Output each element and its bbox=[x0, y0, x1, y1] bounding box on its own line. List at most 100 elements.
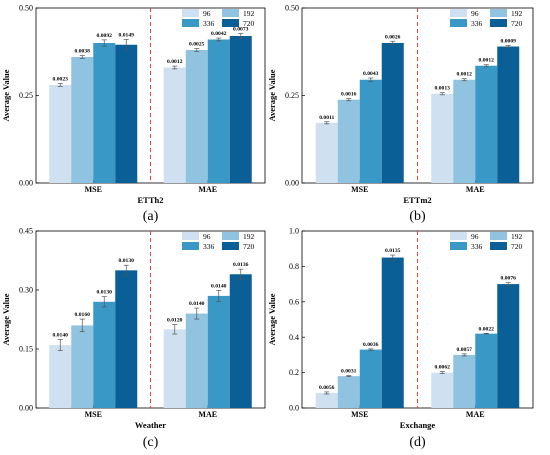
x-tick-label: MSE bbox=[85, 185, 102, 194]
legend-label-192: 192 bbox=[511, 232, 523, 241]
bar-value-label: 0.0038 bbox=[75, 49, 91, 55]
legend-swatch-336 bbox=[450, 242, 467, 250]
legend-label-96: 96 bbox=[471, 232, 479, 241]
panel-caption: (c) bbox=[143, 435, 159, 450]
bar-336-mae bbox=[207, 295, 230, 408]
legend-swatch-336 bbox=[450, 19, 467, 27]
legend-label-720: 720 bbox=[511, 242, 523, 251]
bar-value-label: 0.0140 bbox=[189, 301, 205, 307]
panel-caption: (d) bbox=[409, 435, 426, 450]
bar-336-mae bbox=[207, 39, 230, 183]
bar-720-mse bbox=[381, 43, 404, 183]
x-tick-label: MAE bbox=[198, 410, 217, 419]
legend-swatch-192 bbox=[222, 232, 239, 240]
bar-96-mae bbox=[163, 67, 186, 183]
bar-192-mse bbox=[71, 325, 94, 408]
y-tick-label: 0.00 bbox=[285, 179, 299, 188]
y-axis-label: Average Value bbox=[1, 293, 11, 345]
bar-value-label: 0.0076 bbox=[501, 276, 517, 282]
legend-label-96: 96 bbox=[203, 232, 211, 241]
bar-336-mse bbox=[93, 301, 116, 408]
y-axis-label: Average Value bbox=[267, 293, 277, 345]
y-tick-label: 0.00 bbox=[19, 179, 33, 188]
legend: 96 192 336 720 bbox=[450, 9, 523, 28]
bar-value-label: 0.0073 bbox=[233, 27, 249, 33]
legend-swatch-192 bbox=[222, 9, 239, 17]
chart-panel-3: 0.00 0.15 0.30 0.45 Average Value Weather (c) M… bbox=[1, 227, 266, 450]
legend: 96 192 336 720 bbox=[182, 9, 255, 28]
legend-swatch-192 bbox=[490, 232, 507, 240]
bar-value-label: 0.0023 bbox=[53, 77, 69, 83]
bar-value-label: 0.0140 bbox=[211, 283, 227, 289]
bar-192-mse bbox=[71, 57, 94, 183]
legend-label-336: 336 bbox=[203, 19, 215, 28]
bar-value-label: 0.0130 bbox=[97, 290, 113, 296]
x-tick-label: MSE bbox=[85, 410, 102, 419]
chart-panel-1: 0.00 0.25 0.50 Average Value ETTh2 (a) MSE 0.00… bbox=[1, 4, 266, 224]
bar-value-label: 0.0011 bbox=[319, 115, 334, 121]
y-tick-label: 0.30 bbox=[19, 286, 33, 295]
legend-swatch-96 bbox=[450, 232, 467, 240]
legend-swatch-336 bbox=[182, 19, 199, 27]
bar-96-mse bbox=[49, 345, 72, 408]
legend: 96 192 336 720 bbox=[450, 232, 523, 251]
bar-value-label: 0.0022 bbox=[479, 326, 495, 332]
legend-swatch-720 bbox=[222, 19, 239, 27]
legend-swatch-720 bbox=[222, 242, 239, 250]
bar-192-mse bbox=[337, 376, 360, 408]
bar-96-mse bbox=[49, 85, 72, 183]
bar-720-mae bbox=[229, 36, 252, 183]
bar-value-label: 0.0149 bbox=[119, 33, 135, 39]
y-tick-label: 0.4 bbox=[289, 333, 299, 342]
x-axis-label: ETTm2 bbox=[403, 195, 431, 205]
bar-192-mae bbox=[453, 79, 476, 183]
y-axis-label: Average Value bbox=[267, 69, 277, 121]
bar-value-label: 0.0009 bbox=[501, 38, 517, 44]
legend-label-192: 192 bbox=[511, 9, 523, 18]
bar-value-label: 0.0012 bbox=[457, 72, 473, 78]
x-tick-label: MSE bbox=[351, 185, 368, 194]
bar-96-mse bbox=[315, 122, 338, 183]
chart-panel-4: 0.0 0.2 0.4 0.6 0.8 1.0 Average Value Exchange (… bbox=[267, 227, 534, 450]
chart-panel-2: 0.00 0.25 0.50 Average Value ETTm2 (b) MSE 0.00… bbox=[267, 4, 534, 224]
y-tick-label: 0.25 bbox=[285, 91, 299, 100]
bar-192-mae bbox=[453, 354, 476, 408]
bar-336-mae bbox=[475, 333, 498, 408]
bar-720-mae bbox=[497, 284, 520, 408]
bar-value-label: 0.0056 bbox=[319, 385, 335, 391]
legend: 96 192 336 720 bbox=[182, 232, 255, 251]
legend-label-192: 192 bbox=[243, 232, 255, 241]
bar-336-mse bbox=[359, 79, 382, 183]
legend-swatch-192 bbox=[490, 9, 507, 17]
legend-label-336: 336 bbox=[203, 242, 215, 251]
bar-value-label: 0.0012 bbox=[167, 59, 183, 65]
legend-swatch-336 bbox=[182, 242, 199, 250]
x-axis-label: Weather bbox=[135, 420, 166, 430]
bar-192-mse bbox=[337, 99, 360, 183]
panel-caption: (b) bbox=[409, 209, 426, 224]
y-tick-label: 0.0 bbox=[289, 404, 299, 413]
y-tick-label: 1.0 bbox=[289, 227, 299, 236]
legend-label-336: 336 bbox=[471, 242, 483, 251]
x-tick-label: MAE bbox=[466, 185, 485, 194]
y-tick-label: 0.8 bbox=[289, 262, 299, 271]
y-tick-label: 0.45 bbox=[19, 227, 33, 236]
panel-caption: (a) bbox=[143, 209, 159, 224]
legend-swatch-96 bbox=[450, 9, 467, 17]
bar-96-mse bbox=[315, 392, 338, 408]
bar-value-label: 0.0036 bbox=[363, 342, 379, 348]
bar-value-label: 0.0016 bbox=[341, 92, 357, 98]
x-axis-label: ETTh2 bbox=[138, 195, 164, 205]
legend-swatch-96 bbox=[182, 232, 199, 240]
bar-336-mae bbox=[475, 65, 498, 183]
y-tick-label: 0.50 bbox=[19, 4, 33, 13]
bar-value-label: 0.0135 bbox=[385, 248, 401, 254]
bar-96-mae bbox=[431, 372, 454, 408]
bar-720-mse bbox=[115, 44, 138, 183]
bar-192-mae bbox=[185, 313, 208, 408]
bar-720-mse bbox=[381, 257, 404, 408]
legend-swatch-720 bbox=[490, 19, 507, 27]
bar-value-label: 0.0031 bbox=[341, 369, 357, 375]
legend-label-192: 192 bbox=[243, 9, 255, 18]
